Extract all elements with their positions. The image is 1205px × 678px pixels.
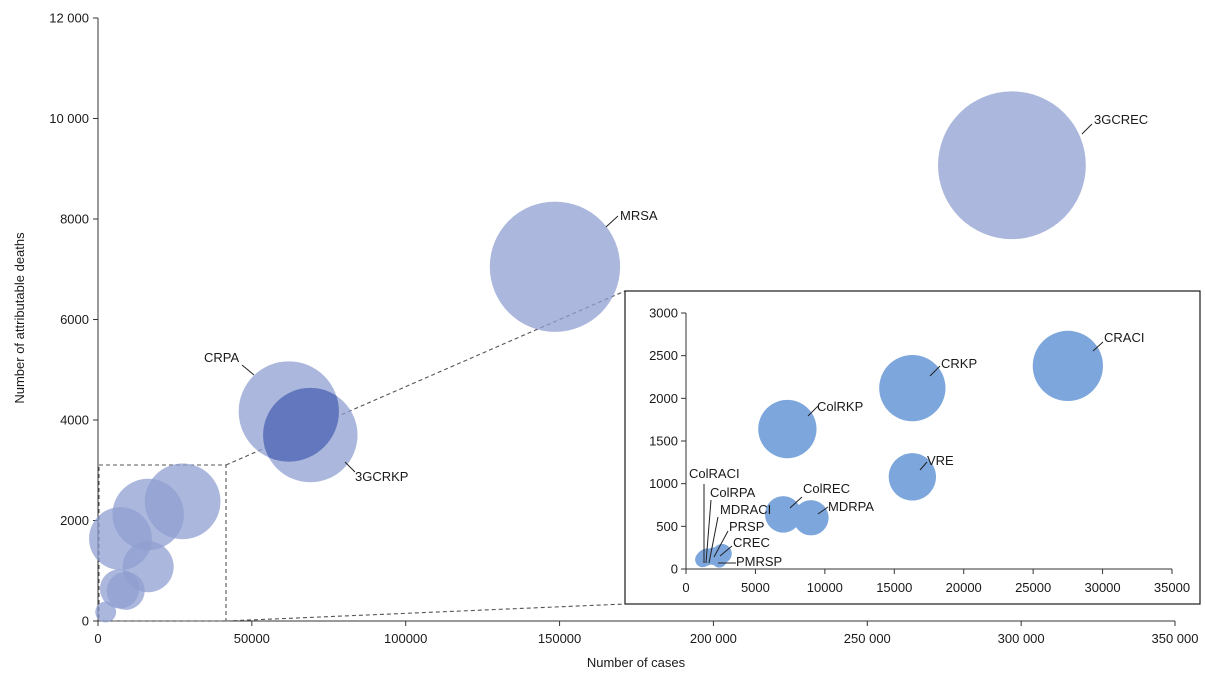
inset-label-crkp: CRKP — [941, 356, 977, 371]
x-axis-title: Number of cases — [587, 655, 686, 670]
inset-bubble-craci — [1032, 330, 1103, 402]
inset-y-tick-label: 0 — [671, 562, 678, 577]
zoom-region-box — [98, 464, 227, 622]
inset-labels: CRACI CRKP ColRKP VRE ColREC MDRPA ColRACI ColR… — [689, 330, 1144, 569]
main-y-ticks: 0 2000 4000 6000 8000 10 000 12 000 — [49, 11, 98, 629]
bubble-label-3gcrec: 3GCREC — [1094, 112, 1148, 127]
main-y-tick-label: 10 000 — [49, 111, 89, 126]
inset-y-tick-label: 1000 — [649, 476, 678, 491]
main-y-tick-label: 12 000 — [49, 11, 89, 26]
inset-x-tick-label: 5000 — [741, 580, 770, 595]
inset-label-colraci: ColRACI — [689, 466, 740, 481]
label-leader — [344, 461, 356, 473]
inset-y-tick-label: 3000 — [649, 306, 678, 321]
inset-y-tick-label: 2500 — [649, 348, 678, 363]
inset-label-leader — [789, 496, 803, 509]
inset-label-prsp: PRSP — [729, 519, 764, 534]
inset-bubble-crkp — [879, 354, 946, 422]
y-axis-title: Number of attributable deaths — [12, 232, 27, 404]
bubble-mrsa — [489, 201, 621, 332]
main-x-tick-label: 50000 — [234, 631, 270, 646]
inset-bubble-pmrsp — [712, 553, 727, 568]
inset-y-tick-label: 1500 — [649, 434, 678, 449]
inset-label-colrpa: ColRPA — [710, 485, 756, 500]
inset-label-leader — [708, 516, 719, 564]
inset-label-colrec: ColREC — [803, 481, 850, 496]
main-x-tick-label: 200 000 — [690, 631, 737, 646]
inset-x-tick-label: 30000 — [1084, 580, 1120, 595]
main-y-tick-label: 8000 — [60, 212, 89, 227]
inset-y-ticks: 0 500 1000 1500 2000 2500 3000 — [649, 306, 686, 577]
inset-label-leader — [705, 499, 712, 564]
main-y-tick-label: 4000 — [60, 413, 89, 428]
inset-bubble-colrkp — [758, 399, 817, 459]
main-x-ticks: 0 50000 100000 150000 200 000 250 000 300 000 3… — [94, 621, 1199, 646]
main-x-tick-label: 100000 — [384, 631, 427, 646]
inset-y-tick-label: 500 — [656, 519, 678, 534]
inset-label-leader — [807, 405, 819, 417]
label-leader — [1081, 123, 1093, 135]
main-y-tick-label: 6000 — [60, 312, 89, 327]
bubble-point — [106, 571, 145, 610]
main-x-tick-label: 350 000 — [1152, 631, 1199, 646]
bubble-label-3gcrkp: 3GCRKP — [355, 469, 408, 484]
inset-label-leader — [1092, 341, 1104, 352]
inset-chart: 0 5000 10000 15000 20000 25000 30000 35000 0 500… — [624, 290, 1201, 605]
main-y-tick-label: 2000 — [60, 513, 89, 528]
inset-x-tick-label: 35000 — [1154, 580, 1190, 595]
main-axes: 0 50000 100000 150000 200 000 250 000 300 000 3… — [12, 11, 1199, 671]
inset-label-leader — [817, 506, 829, 515]
inset-bubble-mdrpa — [793, 500, 829, 536]
inset-label-vre: VRE — [927, 453, 954, 468]
zoom-indicator — [98, 290, 626, 622]
inset-label-mdraci: MDRACI — [720, 502, 771, 517]
inset-label-leader — [929, 365, 941, 377]
main-x-tick-label: 250 000 — [844, 631, 891, 646]
inset-x-tick-label: 10000 — [807, 580, 843, 595]
inset-label-colrkp: ColRKP — [817, 399, 863, 414]
inset-label-leader — [713, 530, 729, 558]
label-leader — [605, 215, 619, 228]
inset-label-mdrpa: MDRPA — [828, 499, 874, 514]
main-labels: 3GCREC MRSA CRPA 3GCRKP — [204, 112, 1148, 484]
zoom-connector-bottom — [225, 603, 626, 622]
bubble-label-crpa: CRPA — [204, 350, 239, 365]
inset-y-tick-label: 2000 — [649, 391, 678, 406]
bubble-label-mrsa: MRSA — [620, 208, 658, 223]
inset-label-leader — [919, 461, 928, 471]
inset-label-pmrsp: PMRSP — [736, 554, 782, 569]
inset-label-craci: CRACI — [1104, 330, 1144, 345]
main-y-tick-label: 0 — [82, 614, 89, 629]
inset-x-tick-label: 25000 — [1015, 580, 1051, 595]
main-x-tick-label: 0 — [94, 631, 101, 646]
inset-x-tick-label: 0 — [682, 580, 689, 595]
inset-x-tick-label: 15000 — [876, 580, 912, 595]
inset-bubbles — [695, 330, 1103, 568]
inset-label-crec: CREC — [733, 535, 770, 550]
label-leader — [241, 364, 255, 376]
main-x-tick-label: 300 000 — [998, 631, 1045, 646]
inset-x-tick-label: 20000 — [946, 580, 982, 595]
bubble-3gcrec — [938, 91, 1086, 240]
inset-x-ticks: 0 5000 10000 15000 20000 25000 30000 35000 — [682, 569, 1190, 595]
main-x-tick-label: 150000 — [538, 631, 581, 646]
inset-label-leader — [719, 545, 733, 557]
bubble-point — [95, 601, 117, 623]
